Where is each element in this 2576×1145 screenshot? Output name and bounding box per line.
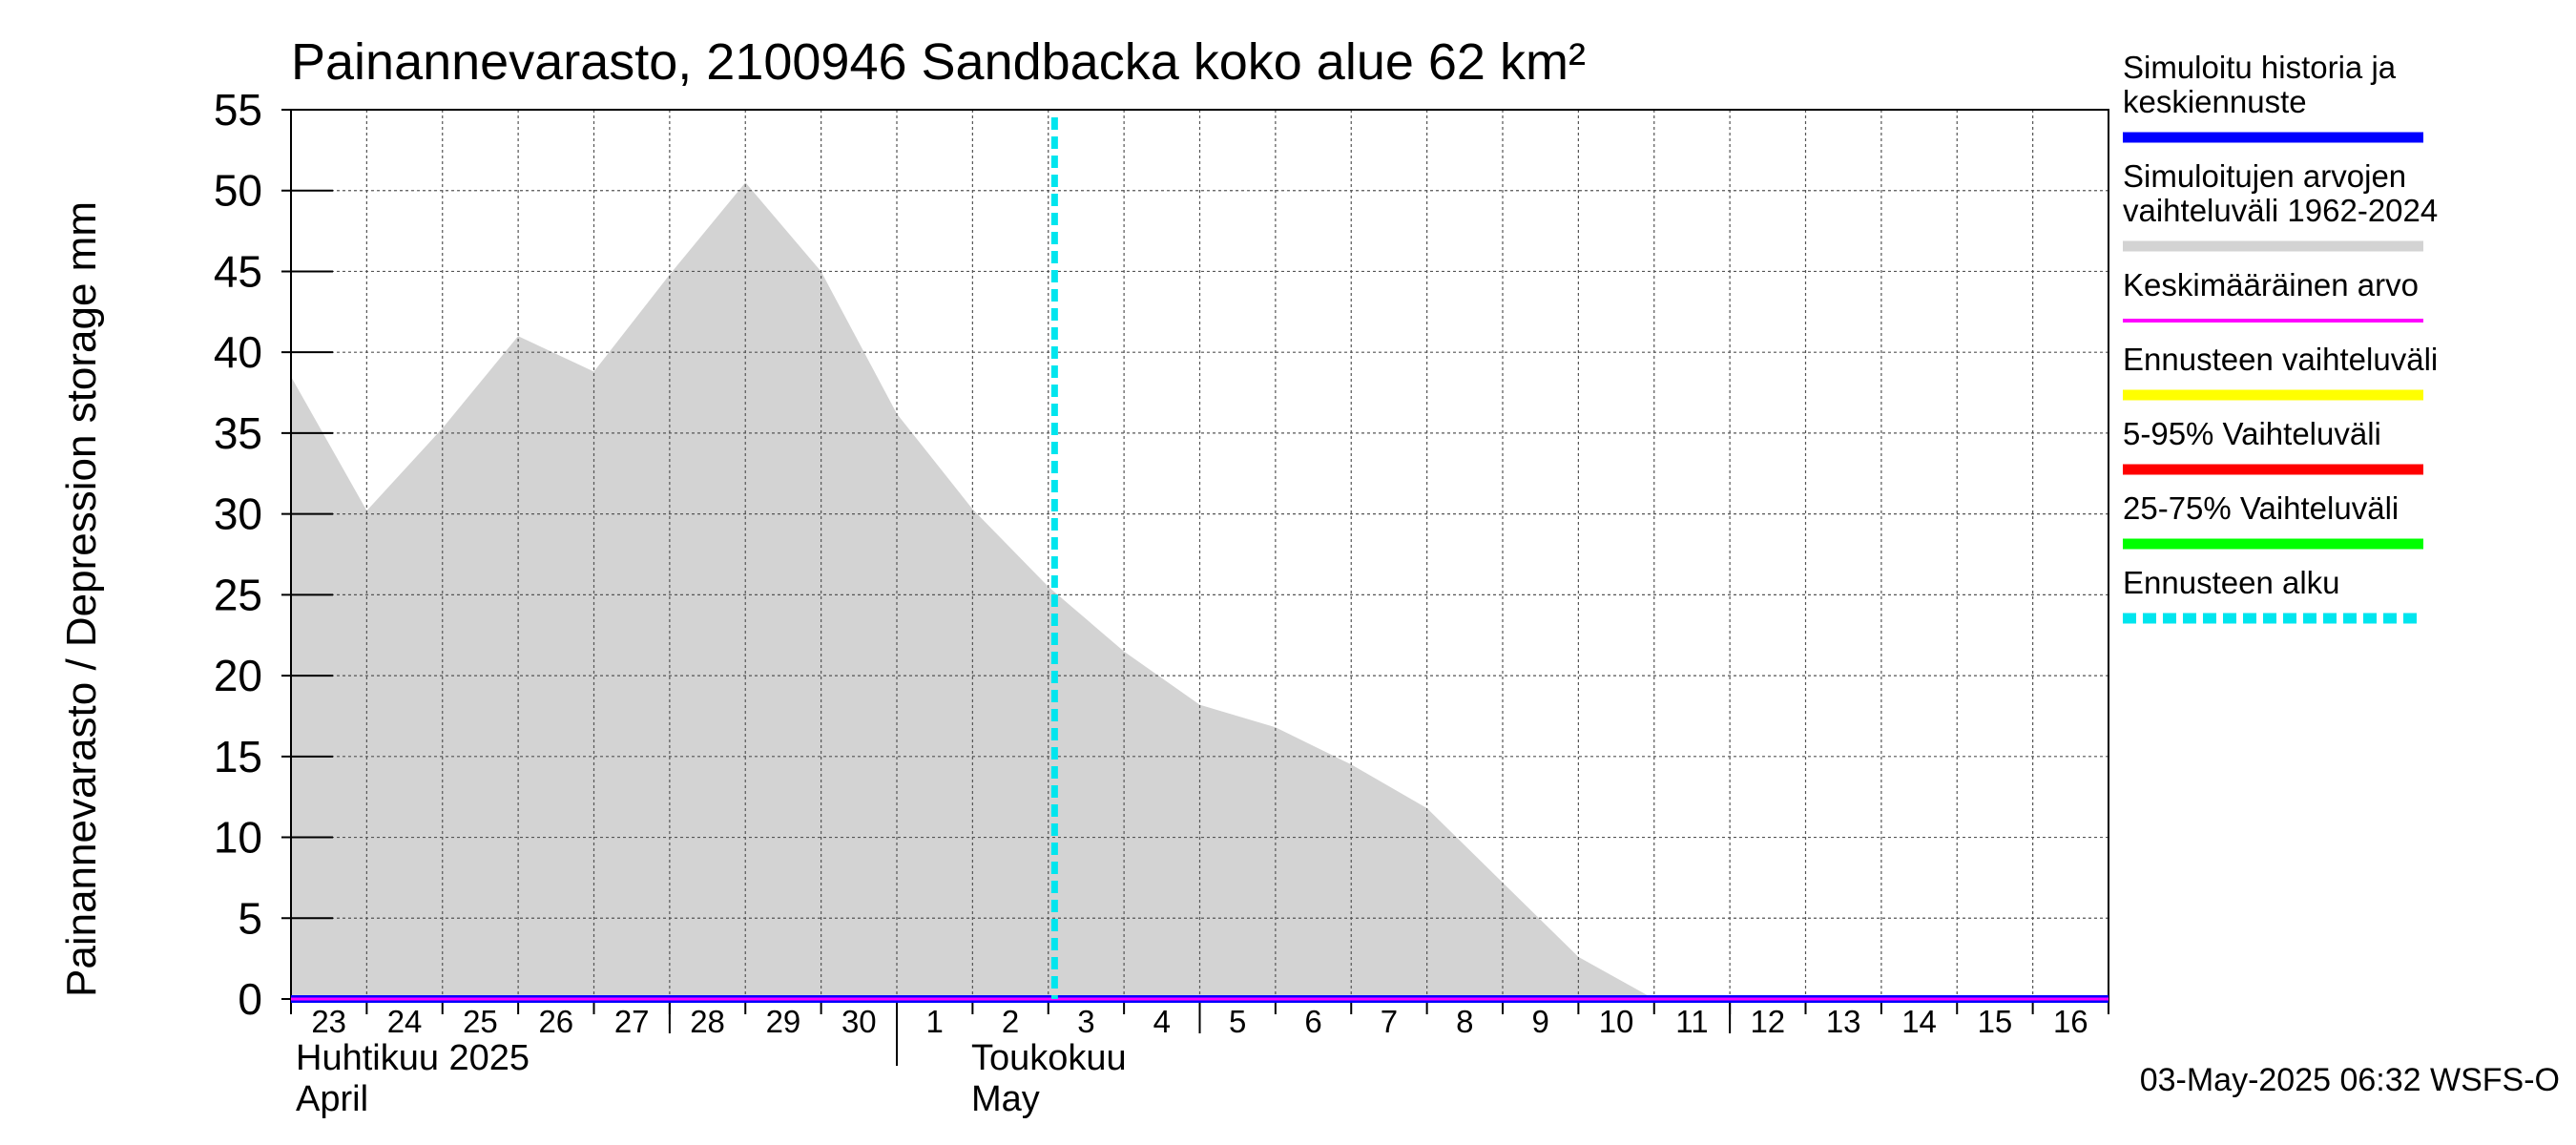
x-tick-label: 30 [841,1004,877,1039]
legend-label: 25-75% Vaihteluväli [2123,490,2399,526]
x-tick-label: 12 [1750,1004,1785,1039]
x-tick-label: 7 [1381,1004,1398,1039]
legend-label: Keskimääräinen arvo [2123,267,2419,302]
x-tick-label: 26 [538,1004,573,1039]
x-tick-label: 11 [1675,1004,1708,1039]
x-tick-label: 16 [2053,1004,2088,1039]
x-tick-label: 1 [926,1004,944,1039]
x-tick-label: 3 [1077,1004,1094,1039]
month-label-en: May [971,1079,1040,1119]
legend-label: vaihteluväli 1962-2024 [2123,193,2438,228]
x-tick-label: 29 [766,1004,801,1039]
x-tick-label: 24 [387,1004,423,1039]
y-tick-label: 50 [214,166,262,216]
x-tick-label: 27 [614,1004,650,1039]
month-label-fi: Huhtikuu 2025 [296,1038,530,1078]
legend-label: Simuloitujen arvojen [2123,158,2406,194]
y-tick-label: 10 [214,813,262,863]
y-tick-label: 20 [214,651,262,700]
y-tick-label: 35 [214,408,262,458]
x-tick-label: 25 [463,1004,498,1039]
y-tick-label: 30 [214,489,262,539]
timestamp-footer: 03-May-2025 06:32 WSFS-O [2140,1062,2560,1098]
x-tick-label: 5 [1229,1004,1246,1039]
x-tick-label: 2 [1002,1004,1019,1039]
legend-label: Simuloitu historia ja [2123,50,2397,85]
legend-label: Ennusteen alku [2123,565,2340,600]
y-tick-label: 55 [214,85,262,135]
month-label-fi: Toukokuu [971,1038,1127,1078]
y-tick-label: 15 [214,732,262,781]
x-tick-label: 13 [1826,1004,1861,1039]
y-tick-label: 5 [238,893,262,943]
y-tick-label: 45 [214,246,262,296]
chart-title: Painannevarasto, 2100946 Sandbacka koko … [291,33,1586,91]
x-tick-label: 8 [1456,1004,1473,1039]
y-tick-label: 40 [214,327,262,377]
x-tick-label: 14 [1901,1004,1937,1039]
x-tick-label: 10 [1599,1004,1634,1039]
month-label-en: April [296,1079,368,1119]
legend-label: Ennusteen vaihteluväli [2123,342,2438,377]
legend-label: keskiennuste [2123,84,2307,119]
x-tick-label: 6 [1304,1004,1321,1039]
legend-label: 5-95% Vaihteluväli [2123,416,2381,451]
x-tick-label: 23 [311,1004,346,1039]
x-tick-label: 9 [1532,1004,1549,1039]
y-tick-label: 0 [238,974,262,1024]
x-tick-label: 15 [1978,1004,2013,1039]
y-axis-label: Painannevarasto / Depression storage mm [58,201,105,997]
y-tick-label: 25 [214,570,262,619]
x-tick-label: 28 [690,1004,725,1039]
x-tick-label: 4 [1153,1004,1171,1039]
